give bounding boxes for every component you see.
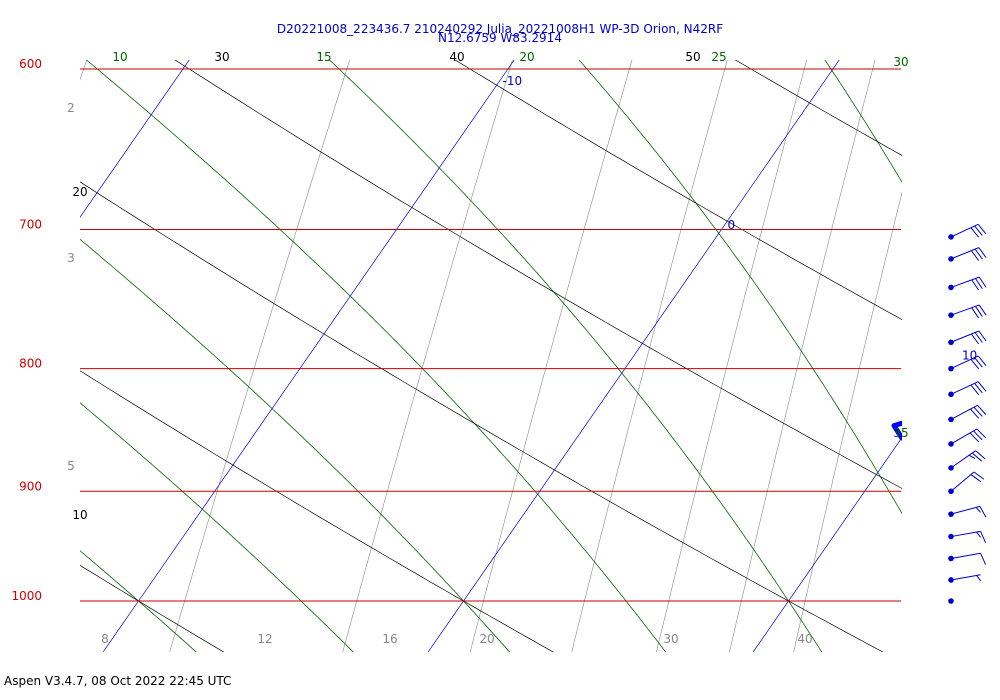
pressure-label: 600 [19, 57, 42, 71]
mixing-ratio-line [571, 60, 728, 652]
moist-adiabat-line [329, 60, 823, 652]
moist-adiabat-label: 35 [893, 426, 908, 440]
wind-barb [948, 428, 986, 447]
isotherm-label: 10 [962, 349, 977, 363]
mixing-ratio-line [342, 60, 513, 652]
mixing-ratio-label: 5 [67, 459, 75, 473]
isotherm-label: 0 [728, 218, 736, 232]
moist-adiabat-line [80, 550, 197, 652]
wind-barb [948, 223, 987, 240]
wind-barb [948, 598, 954, 604]
wind-barb [948, 552, 987, 565]
moist-adiabat-label: 25 [711, 50, 726, 64]
wind-barb [948, 505, 987, 518]
wind-barb [948, 247, 987, 262]
bottom-axis-label: 16 [382, 632, 397, 646]
moist-adiabat-label: 15 [316, 50, 331, 64]
bottom-axis-label: 12 [257, 632, 272, 646]
dry-adiabat-line [174, 60, 902, 489]
mixing-ratio-label: 3 [67, 251, 75, 265]
wind-barb [948, 381, 987, 398]
mixing-ratio-line [992, 0, 1000, 662]
dry-adiabat-label: 40 [449, 50, 464, 64]
wind-barb [948, 330, 987, 346]
mixing-ratio-line [729, 60, 876, 652]
mixing-ratio-line [80, 60, 88, 81]
dry-adiabat-line [80, 564, 225, 652]
dry-adiabat-label: 50 [685, 50, 700, 64]
isotherm-line [80, 60, 190, 218]
wind-barb [948, 471, 985, 495]
chart-title-line1: D20221008_223436.7 210240292 Julia_20221… [277, 22, 723, 36]
moist-adiabat-line [85, 60, 667, 652]
mixing-ratio-line [469, 60, 633, 652]
dry-adiabat-line [80, 181, 884, 652]
pressure-label: 900 [19, 479, 42, 493]
wind-barb [948, 530, 987, 543]
isotherm-label: -10 [503, 74, 523, 88]
dry-adiabat-line [734, 60, 902, 156]
pressure-label: 1000 [11, 589, 42, 603]
bottom-axis-label: 40 [797, 632, 812, 646]
wind-barb [948, 574, 982, 583]
mixing-ratio-line [793, 191, 902, 652]
wind-barb [948, 450, 986, 471]
dry-adiabat-line [80, 370, 554, 652]
dry-adiabat-line [905, 0, 1000, 662]
isotherm-line [427, 60, 840, 652]
moist-adiabat-line [80, 238, 511, 652]
wind-barb [948, 276, 987, 291]
moist-adiabat-label: 10 [112, 50, 127, 64]
isotherm-line [752, 436, 902, 652]
bottom-axis-label: 8 [101, 632, 109, 646]
moist-adiabat-line [824, 60, 902, 183]
dry-adiabat-line [454, 60, 902, 321]
mixing-ratio-label: 2 [67, 101, 75, 115]
moist-adiabat-label: 30 [893, 55, 908, 69]
bottom-axis-label: 20 [479, 632, 494, 646]
bottom-axis-label: 30 [663, 632, 678, 646]
moist-adiabat-line [578, 60, 902, 515]
dewpoint-profile [891, 420, 902, 441]
mixing-ratio-line [656, 60, 808, 652]
mixing-ratio-line [169, 60, 351, 652]
dry-adiabat-label: 20 [72, 185, 87, 199]
wind-barb [948, 355, 987, 372]
footer-version: Aspen V3.4.7, 08 Oct 2022 22:45 UTC [4, 674, 232, 688]
dry-adiabat-label: 10 [72, 508, 87, 522]
pressure-label: 800 [19, 357, 42, 371]
wind-barb [948, 404, 987, 423]
isotherm-line [102, 60, 515, 652]
chart-title-line2: N12.6759 W83.2914 [438, 31, 562, 45]
wind-barb [948, 304, 987, 319]
moist-adiabat-line [80, 402, 354, 652]
moist-adiabat-label: 20 [519, 50, 534, 64]
pressure-label: 700 [19, 218, 42, 232]
dry-adiabat-label: 30 [214, 50, 229, 64]
